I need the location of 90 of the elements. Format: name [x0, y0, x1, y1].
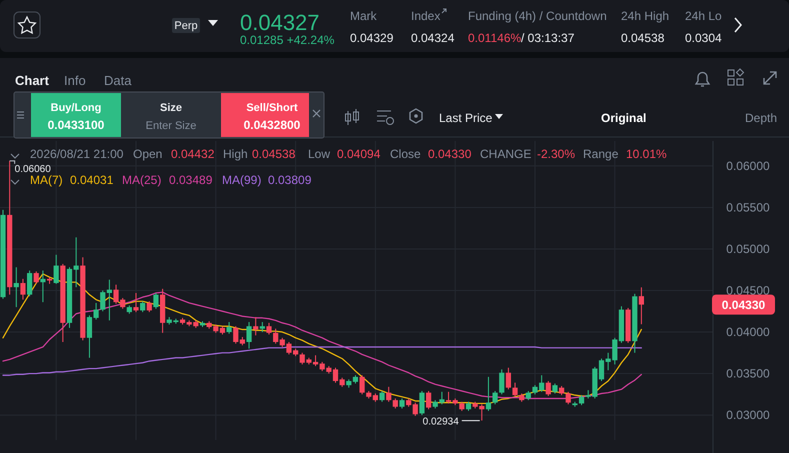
text: Perp — [174, 20, 198, 32]
text: 0.04330 — [722, 298, 766, 312]
candlestick — [399, 398, 405, 409]
annotation: Open — [133, 147, 162, 161]
candlestick — [426, 390, 432, 410]
text: MA(25) — [122, 173, 162, 187]
candlestick — [419, 390, 425, 416]
candlestick — [552, 383, 558, 394]
candlestick — [133, 292, 139, 313]
annotation: 0.03489 — [169, 173, 213, 187]
y-tick-label: 0.03500 — [726, 366, 770, 381]
annotation: 2026/08/21 21:00 — [30, 147, 124, 161]
y-tick-label: 0.05500 — [726, 200, 770, 214]
text: Buy/Long — [50, 102, 102, 114]
annotation: 0.02934 — [422, 416, 460, 428]
candlestick — [506, 367, 511, 390]
text: 24h High — [621, 9, 670, 23]
candlestick — [559, 386, 564, 396]
candlestick — [486, 376, 492, 412]
text: MA(7) — [30, 173, 63, 187]
annotation: High — [223, 147, 248, 161]
candlestick — [512, 382, 518, 398]
candlestick — [578, 394, 584, 406]
text: Original — [601, 111, 646, 125]
candlestick — [146, 300, 152, 313]
text: Funding (4h) / Countdown — [468, 9, 607, 23]
annotation: 0.04432 — [171, 147, 215, 161]
text: 0.0432800 — [244, 118, 301, 132]
candlestick — [379, 390, 385, 402]
text: Sell/Short — [246, 102, 298, 114]
candlestick — [140, 300, 146, 313]
text: Depth — [745, 111, 778, 125]
y-tick-label: 0.03000 — [726, 408, 770, 422]
y-tick-label: 0.06000 — [726, 158, 770, 173]
text: Data — [104, 73, 132, 88]
annotation: 0.04094 — [337, 147, 381, 161]
candlestick — [226, 322, 232, 334]
candlestick — [526, 390, 531, 401]
candlestick — [34, 270, 39, 284]
candlestick — [492, 390, 498, 405]
candlestick — [499, 368, 504, 395]
candlestick — [360, 374, 365, 395]
annotation: CHANGE — [480, 147, 532, 161]
text: 0.0433100 — [48, 118, 105, 132]
text: Last Price — [439, 111, 493, 125]
candlestick — [153, 292, 159, 310]
candlestick — [20, 278, 26, 300]
annotation: Low — [308, 147, 330, 161]
candlestick — [27, 270, 32, 297]
text: 0.04538 — [621, 31, 665, 45]
candlestick — [260, 322, 265, 333]
candlestick — [466, 401, 472, 412]
annotation: 0.04031 — [70, 173, 114, 187]
annotation: Range — [583, 147, 619, 161]
annotation: 0.04330 — [428, 147, 472, 161]
text: 24h Lo — [685, 9, 722, 23]
candlestick — [266, 322, 272, 336]
candlestick — [638, 286, 644, 325]
y-tick-label: 0.05000 — [726, 242, 770, 256]
text: 0.0304 — [685, 31, 722, 45]
text: 0.04327 — [240, 10, 320, 35]
candlestick — [386, 386, 392, 402]
text: Chart — [15, 73, 50, 88]
annotation: 0.04538 — [252, 147, 296, 161]
annotation: -2.30% — [537, 147, 576, 161]
y-tick-label: 0.04000 — [726, 325, 770, 340]
text: Index — [411, 9, 440, 23]
text: 0.01146% — [468, 31, 522, 45]
text: Mark — [350, 9, 378, 23]
candlestick — [459, 401, 464, 412]
annotation: 0.06060 — [14, 164, 52, 175]
text: 0.04324 — [411, 31, 455, 45]
candlestick — [546, 380, 551, 396]
annotation: 10.01% — [626, 147, 668, 161]
text: 0.01285 +42.24% — [240, 33, 335, 47]
candlestick — [253, 316, 258, 336]
text: Enter Size — [146, 120, 196, 132]
text: Size — [160, 102, 182, 114]
y-tick-label: 0.04500 — [726, 284, 770, 298]
candlestick — [246, 322, 252, 350]
candlestick — [566, 391, 571, 405]
annotation: 0.03809 — [268, 173, 312, 187]
candlestick — [54, 254, 59, 284]
candlestick — [14, 266, 19, 308]
text: Info — [64, 73, 86, 88]
candlestick — [392, 398, 398, 409]
text: / 03:13:37 — [521, 31, 575, 45]
text: 0.04329 — [350, 31, 394, 45]
annotation: Close — [390, 147, 422, 161]
text: MA(99) — [222, 173, 262, 187]
